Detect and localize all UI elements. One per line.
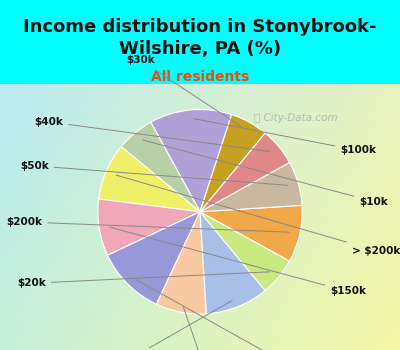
Text: $125k: $125k <box>136 280 298 350</box>
Wedge shape <box>108 212 200 304</box>
Wedge shape <box>121 122 200 212</box>
Wedge shape <box>200 212 290 290</box>
Text: $30k: $30k <box>126 56 243 128</box>
Text: $40k: $40k <box>34 117 270 152</box>
Text: $200k: $200k <box>6 217 289 232</box>
Wedge shape <box>200 212 265 314</box>
Text: ⓘ City-Data.com: ⓘ City-Data.com <box>254 113 338 123</box>
Text: Income distribution in Stonybrook-
Wilshire, PA (%): Income distribution in Stonybrook- Wilsh… <box>23 18 377 58</box>
Text: $60k: $60k <box>183 307 220 350</box>
Wedge shape <box>151 110 232 212</box>
Text: > $200k: > $200k <box>116 175 400 256</box>
Text: $10k: $10k <box>143 140 388 206</box>
Text: $50k: $50k <box>20 161 288 185</box>
Text: $20k: $20k <box>17 272 270 288</box>
Text: All residents: All residents <box>151 70 249 84</box>
Wedge shape <box>98 199 200 255</box>
Text: $100k: $100k <box>194 119 376 155</box>
Wedge shape <box>99 147 200 212</box>
Wedge shape <box>200 162 302 212</box>
Wedge shape <box>156 212 206 314</box>
Wedge shape <box>200 114 265 212</box>
Text: $150k: $150k <box>110 227 366 296</box>
Wedge shape <box>200 133 290 212</box>
Wedge shape <box>200 205 302 261</box>
Text: $75k: $75k <box>119 301 232 350</box>
